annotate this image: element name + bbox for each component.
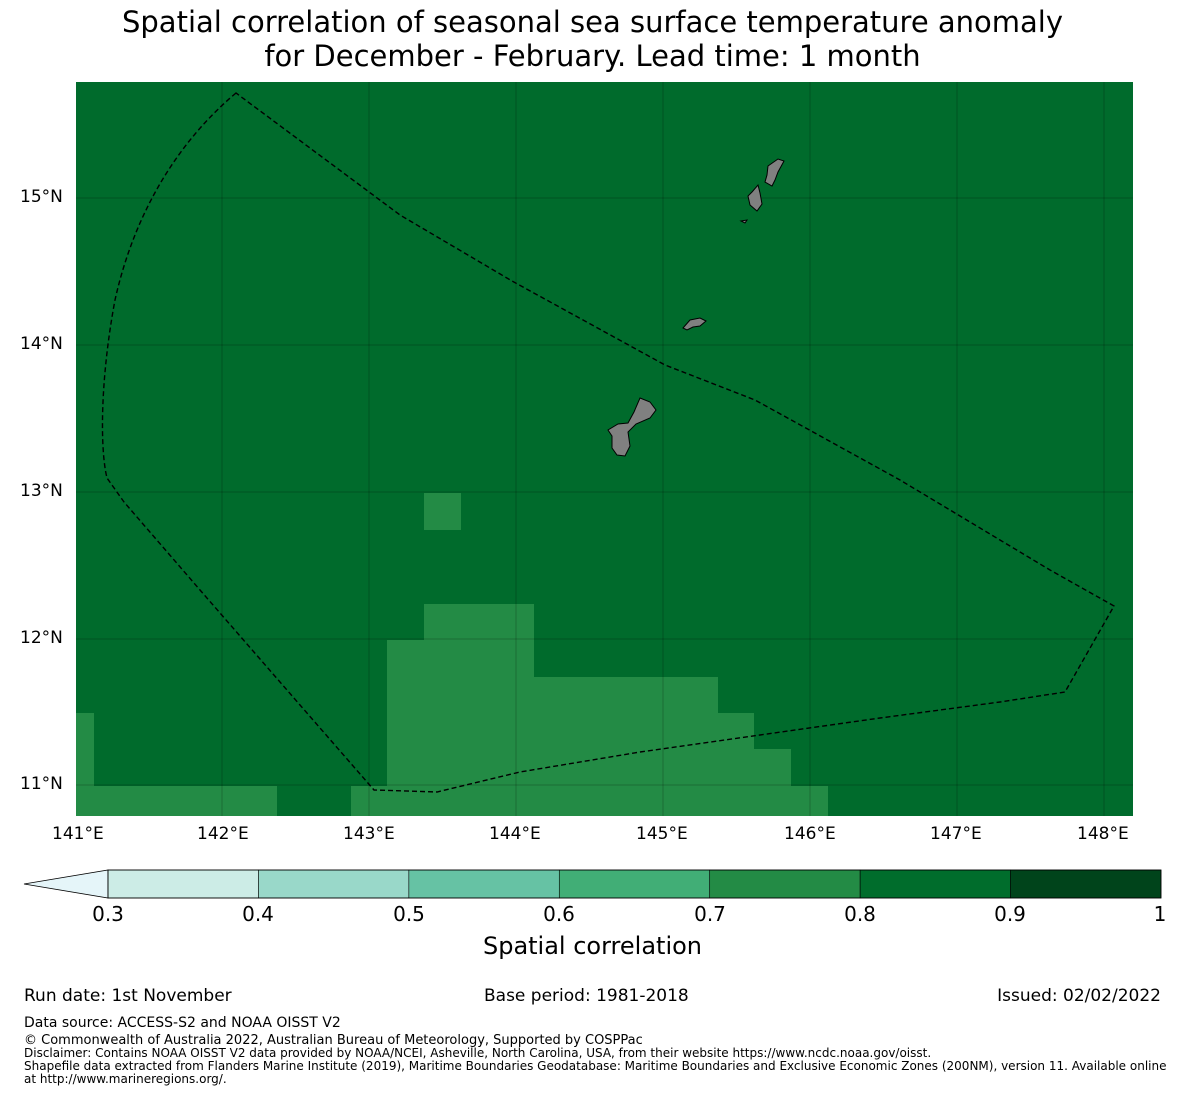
lat-tick-11: 11°N [20,774,63,794]
colorbar-tick: 0.3 [92,902,124,926]
cell [424,604,534,641]
island-saipan [764,158,785,187]
colorbar-swatch [859,869,1011,899]
lon-tick-145: 145°E [636,824,688,844]
cell [387,749,791,786]
island-guam [607,397,657,457]
colorbar-swatches [107,869,1162,899]
lon-tick-147: 147°E [930,824,982,844]
cell [76,786,277,816]
colorbar [23,869,1162,899]
disclaimer: Disclaimer: Contains NOAA OISST V2 data … [24,1046,932,1060]
eez-boundary [101,92,1115,793]
lon-tick-148: 148°E [1077,824,1129,844]
colorbar-swatch [709,869,861,899]
issued-date: Issued: 02/02/2022 [997,986,1161,1006]
lat-tick-12: 12°N [20,628,63,648]
islands [607,158,785,457]
colorbar-tick: 0.6 [543,902,575,926]
lat-tick-14: 14°N [20,334,63,354]
colorbar-tick: 0.5 [393,902,425,926]
lon-tick-143: 143°E [343,824,395,844]
lat-tick-13: 13°N [20,481,63,501]
colorbar-extend-arrow [23,869,109,899]
lower-correlation-cells [76,493,828,816]
colorbar-tick: 0.9 [994,902,1026,926]
colorbar-swatch [1010,869,1162,899]
island-rota [682,317,707,331]
run-date: Run date: 1st November [24,986,232,1006]
colorbar-tick: 0.4 [242,902,274,926]
lat-tick-15: 15°N [20,187,63,207]
colorbar-outline [107,869,1162,899]
gridlines [76,82,1133,816]
lon-tick-144: 144°E [489,824,541,844]
colorbar-swatch [558,869,711,899]
lon-tick-141: 141°E [52,824,104,844]
colorbar-tick: 0.7 [694,902,726,926]
colorbar-swatch [258,869,410,899]
chart-title-line2: for December - February. Lead time: 1 mo… [264,39,921,73]
shapefile-credit-line2: at http://www.marineregions.org/. [24,1072,227,1086]
cell [351,786,828,816]
base-period: Base period: 1981-2018 [484,986,689,1006]
colorbar-tick: 0.8 [844,902,876,926]
colorbar-label: Spatial correlation [482,932,703,960]
cell [76,713,94,786]
island-tinian [747,183,763,212]
shapefile-credit-line1: Shapefile data extracted from Flanders M… [24,1059,1167,1073]
data-source: Data source: ACCESS-S2 and NOAA OISST V2 [24,1015,341,1031]
lon-tick-146: 146°E [784,824,836,844]
colorbar-swatch [107,869,259,899]
cell [387,677,718,714]
chart-title-line1: Spatial correlation of seasonal sea surf… [121,5,1064,39]
colorbar-tick: 1 [1153,902,1167,926]
cell [387,713,754,750]
colorbar-swatch [408,869,560,899]
lon-tick-142: 142°E [197,824,249,844]
copyright: © Commonwealth of Australia 2022, Austra… [24,1033,643,1048]
cell [424,493,461,530]
island-aguijan [739,219,749,224]
cell [387,640,534,677]
